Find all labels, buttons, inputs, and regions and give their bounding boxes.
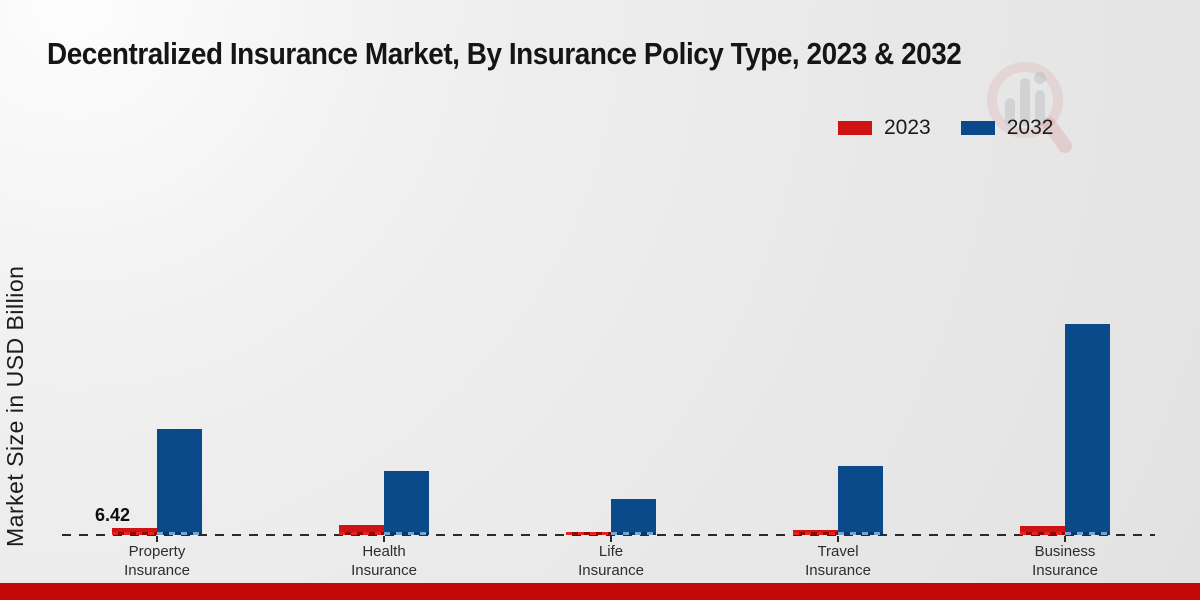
bar-2032-life-insurance	[611, 499, 656, 535]
legend-swatch-2032	[960, 121, 995, 135]
legend-item-2032: 2032	[960, 116, 1054, 140]
footer-accent-bar	[0, 583, 1200, 600]
logo-bar-medium	[1035, 90, 1045, 126]
category-label-life-insurance: Life Insurance	[578, 543, 644, 579]
bar-baseline-dashes	[1020, 532, 1065, 535]
legend: 2023 2032	[838, 116, 1053, 140]
magnifier-ring	[987, 62, 1063, 138]
bar-2023-business-insurance	[1020, 526, 1065, 535]
logo-bar-tall	[1020, 78, 1030, 126]
bar-baseline-dashes	[1065, 532, 1110, 535]
bar-baseline-dashes	[384, 532, 429, 535]
axis-tick-business-insurance	[1064, 536, 1066, 542]
bar-2023-life-insurance	[566, 532, 611, 535]
bar-2023-health-insurance	[339, 525, 384, 535]
magnifier-bar-chart-logo-watermark	[987, 62, 1072, 153]
logo-dot	[1034, 72, 1046, 84]
bar-baseline-dashes	[112, 532, 157, 535]
category-label-property-insurance: Property Insurance	[124, 543, 190, 579]
bar-2023-travel-insurance	[793, 530, 838, 535]
category-label-business-insurance: Business Insurance	[1032, 543, 1098, 579]
bar-2032-health-insurance	[384, 471, 429, 535]
axis-tick-life-insurance	[610, 536, 612, 542]
axis-tick-travel-insurance	[837, 536, 839, 542]
bar-2023-property-insurance	[112, 528, 157, 535]
legend-label: 2023	[884, 116, 931, 139]
bar-2032-property-insurance	[157, 429, 202, 535]
bar-baseline-dashes	[339, 532, 384, 535]
chart-title: Decentralized Insurance Market, By Insur…	[47, 36, 962, 71]
bar-baseline-dashes	[838, 532, 883, 535]
bar-value-label-2023-property-insurance: 6.42	[94, 505, 131, 525]
bar-baseline-dashes	[611, 532, 656, 535]
legend-swatch-2023	[838, 121, 872, 135]
magnifier-handle	[1042, 117, 1072, 153]
axis-tick-property-insurance	[156, 536, 158, 542]
bar-baseline-dashes	[793, 532, 838, 535]
legend-item-2023: 2023	[838, 116, 931, 140]
logo-bar-short	[1005, 98, 1015, 126]
category-label-travel-insurance: Travel Insurance	[805, 543, 871, 579]
axis-tick-health-insurance	[383, 536, 385, 542]
bar-baseline-dashes	[566, 532, 611, 535]
bar-2032-travel-insurance	[838, 466, 883, 535]
bar-2032-business-insurance	[1065, 324, 1110, 535]
category-label-health-insurance: Health Insurance	[351, 543, 417, 579]
legend-label: 2032	[1006, 116, 1054, 139]
bar-baseline-dashes	[157, 532, 202, 535]
zero-baseline-dashed	[62, 534, 1155, 536]
